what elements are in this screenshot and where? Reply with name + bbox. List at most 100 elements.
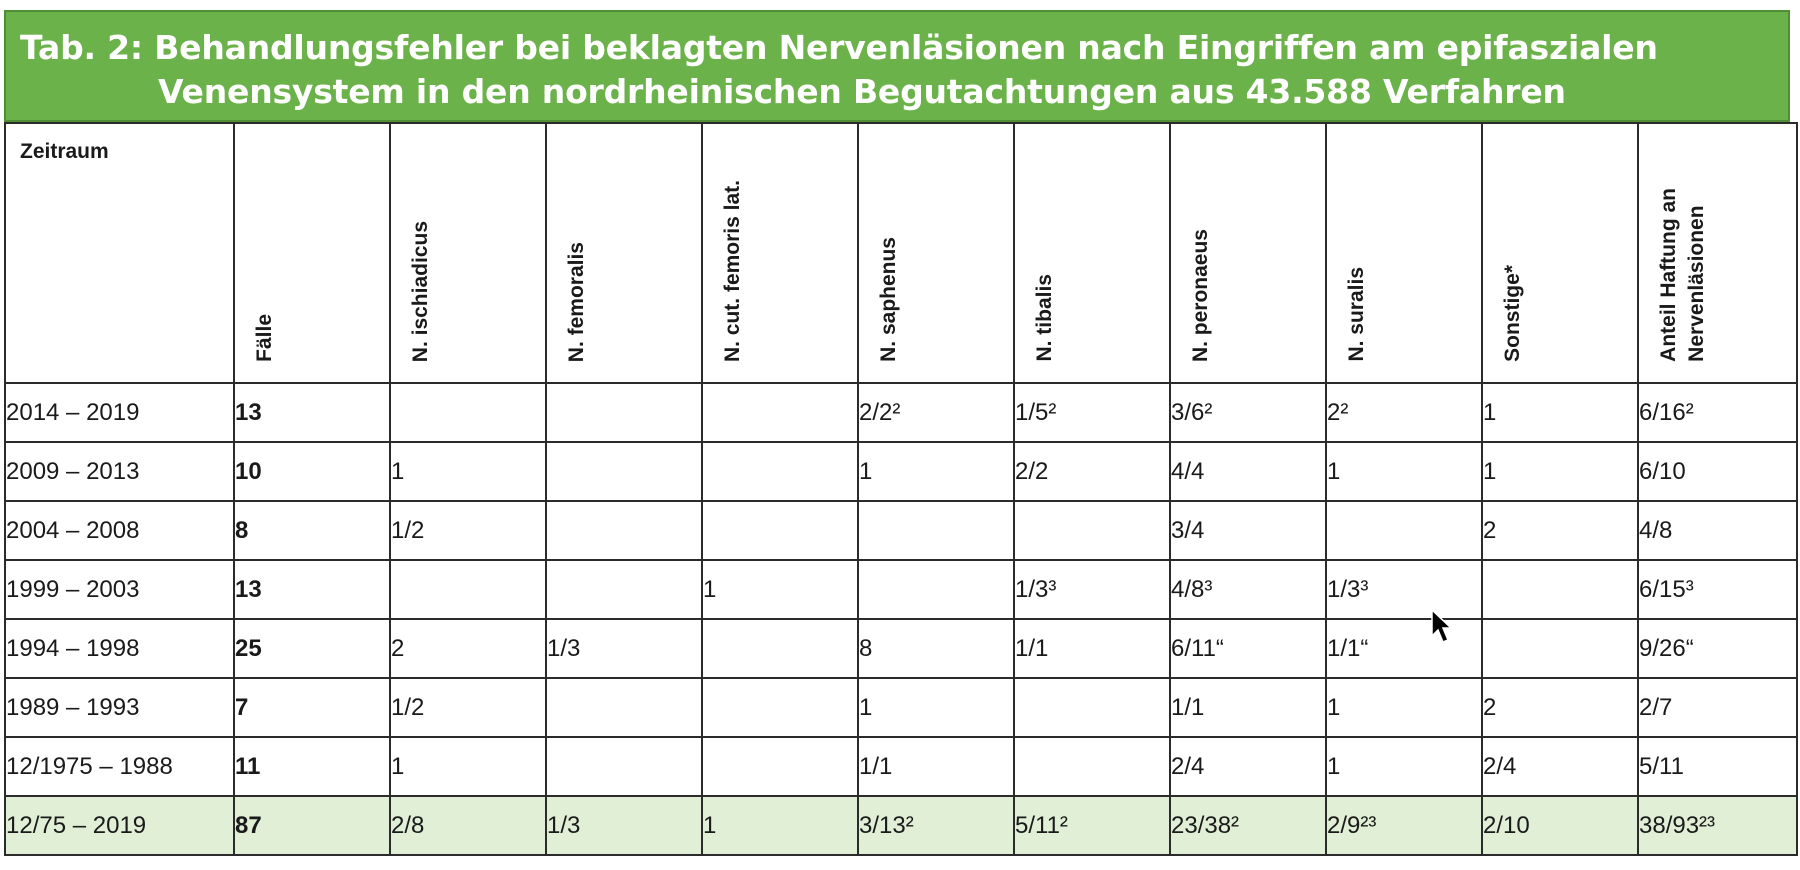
cell-faelle: 87	[233, 795, 391, 856]
header-zeitraum: Zeitraum	[4, 122, 235, 384]
cell-ischiadicus: 1	[389, 736, 547, 797]
table-title-line-2: Venensystem in den nordrheinischen Begut…	[158, 72, 1566, 111]
header-label: N. tibalis	[1033, 274, 1056, 362]
cell-zeitraum: 2009 – 2013	[4, 441, 235, 502]
cell-peronaeus: 3/4	[1169, 500, 1327, 561]
cell-ischiadicus: 1	[389, 441, 547, 502]
cell-saphenus: 8	[857, 618, 1015, 679]
header-label: N. peronaeus	[1189, 228, 1212, 362]
cell-saphenus: 1/1	[857, 736, 1015, 797]
cell-zeitraum: 2004 – 2008	[4, 500, 235, 561]
cell-zeitraum: 12/1975 – 1988	[4, 736, 235, 797]
cell-suralis: 1/3³	[1325, 559, 1483, 620]
cell-peronaeus: 1/1	[1169, 677, 1327, 738]
cell-sonstige: 2	[1481, 677, 1639, 738]
cell-cut-femoris: 1	[701, 795, 859, 856]
cell-zeitraum: 1989 – 1993	[4, 677, 235, 738]
header-label: N. saphenus	[877, 237, 900, 362]
cell-tibalis: 2/2	[1013, 441, 1171, 502]
header-saphenus: N. saphenus	[857, 122, 1015, 384]
cell-anteil: 6/10	[1637, 441, 1798, 502]
cell-anteil: 9/26“	[1637, 618, 1798, 679]
cell-faelle: 25	[233, 618, 391, 679]
cell-suralis: 2²	[1325, 382, 1483, 443]
header-label: N. ischiadicus	[409, 220, 432, 362]
cell-faelle: 13	[233, 559, 391, 620]
header-ischiadicus: N. ischiadicus	[389, 122, 547, 384]
table-row: 1999 – 2003 13 1 1/3³ 4/8³ 1/3³ 6/15³	[4, 559, 1798, 620]
header-label: Zeitraum	[20, 140, 109, 163]
header-label: N. cut. femoris lat.	[721, 179, 744, 362]
cell-anteil: 6/16²	[1637, 382, 1798, 443]
cell-anteil: 2/7	[1637, 677, 1798, 738]
cell-ischiadicus	[389, 382, 547, 443]
cell-peronaeus: 6/11“	[1169, 618, 1327, 679]
cell-suralis: 1	[1325, 736, 1483, 797]
cell-cut-femoris: 1	[701, 559, 859, 620]
cell-saphenus: 3/13²	[857, 795, 1015, 856]
table-row: 1994 – 1998 25 2 1/3 8 1/1 6/11“ 1/1“ 9/…	[4, 618, 1798, 679]
cell-peronaeus: 23/38²	[1169, 795, 1327, 856]
header-peronaeus: N. peronaeus	[1169, 122, 1327, 384]
header-row: Zeitraum Fälle N. ischiadicus N. femoral…	[4, 122, 1798, 384]
cell-cut-femoris	[701, 382, 859, 443]
title-banner: Tab. 2: Behandlungsfehler bei beklagten …	[4, 10, 1790, 122]
cell-suralis: 1	[1325, 677, 1483, 738]
cell-ischiadicus: 1/2	[389, 677, 547, 738]
header-suralis: N. suralis	[1325, 122, 1483, 384]
header-label: N. suralis	[1345, 267, 1368, 362]
cell-saphenus	[857, 559, 1015, 620]
header-sonstige: Sonstige*	[1481, 122, 1639, 384]
cell-peronaeus: 2/4	[1169, 736, 1327, 797]
cell-sonstige	[1481, 618, 1639, 679]
cell-suralis: 1	[1325, 441, 1483, 502]
cell-ischiadicus: 1/2	[389, 500, 547, 561]
cell-femoralis	[545, 677, 703, 738]
cell-femoralis	[545, 382, 703, 443]
cell-peronaeus: 4/8³	[1169, 559, 1327, 620]
cell-femoralis	[545, 441, 703, 502]
cell-peronaeus: 3/6²	[1169, 382, 1327, 443]
cell-cut-femoris	[701, 736, 859, 797]
cell-tibalis	[1013, 736, 1171, 797]
cell-zeitraum: 2014 – 2019	[4, 382, 235, 443]
table-row: 1989 – 1993 7 1/2 1 1/1 1 2 2/7	[4, 677, 1798, 738]
cell-cut-femoris	[701, 618, 859, 679]
cell-sonstige: 2/10	[1481, 795, 1639, 856]
cell-saphenus	[857, 500, 1015, 561]
header-cut-femoris: N. cut. femoris lat.	[701, 122, 859, 384]
cell-tibalis	[1013, 500, 1171, 561]
cell-zeitraum: 1999 – 2003	[4, 559, 235, 620]
header-tibalis: N. tibalis	[1013, 122, 1171, 384]
cell-femoralis	[545, 559, 703, 620]
cell-tibalis: 1/1	[1013, 618, 1171, 679]
cell-suralis: 2/9²³	[1325, 795, 1483, 856]
cell-ischiadicus: 2/8	[389, 795, 547, 856]
header-label-line-1: Anteil Haftung an	[1657, 188, 1680, 362]
header-label: Anteil Haftung an Nervenläsionen	[1655, 188, 1711, 362]
cell-sonstige	[1481, 559, 1639, 620]
cell-sonstige: 2	[1481, 500, 1639, 561]
cell-sonstige: 2/4	[1481, 736, 1639, 797]
header-label-line-2: Nervenläsionen	[1685, 205, 1708, 362]
cell-anteil: 38/93²³	[1637, 795, 1798, 856]
cell-saphenus: 1	[857, 677, 1015, 738]
total-row: 12/75 – 2019 87 2/8 1/3 1 3/13² 5/11² 23…	[4, 795, 1798, 856]
cell-anteil: 5/11	[1637, 736, 1798, 797]
cell-faelle: 11	[233, 736, 391, 797]
cell-anteil: 6/15³	[1637, 559, 1798, 620]
cell-tibalis: 5/11²	[1013, 795, 1171, 856]
cell-faelle: 8	[233, 500, 391, 561]
cell-tibalis: 1/3³	[1013, 559, 1171, 620]
cell-faelle: 10	[233, 441, 391, 502]
cell-peronaeus: 4/4	[1169, 441, 1327, 502]
cell-zeitraum: 12/75 – 2019	[4, 795, 235, 856]
table-row: 2009 – 2013 10 1 1 2/2 4/4 1 1 6/10	[4, 441, 1798, 502]
header-faelle: Fälle	[233, 122, 391, 384]
cell-anteil: 4/8	[1637, 500, 1798, 561]
cell-tibalis	[1013, 677, 1171, 738]
cell-sonstige: 1	[1481, 382, 1639, 443]
header-label: N. femoralis	[565, 241, 588, 362]
cell-cut-femoris	[701, 500, 859, 561]
data-table: Zeitraum Fälle N. ischiadicus N. femoral…	[4, 122, 1798, 856]
